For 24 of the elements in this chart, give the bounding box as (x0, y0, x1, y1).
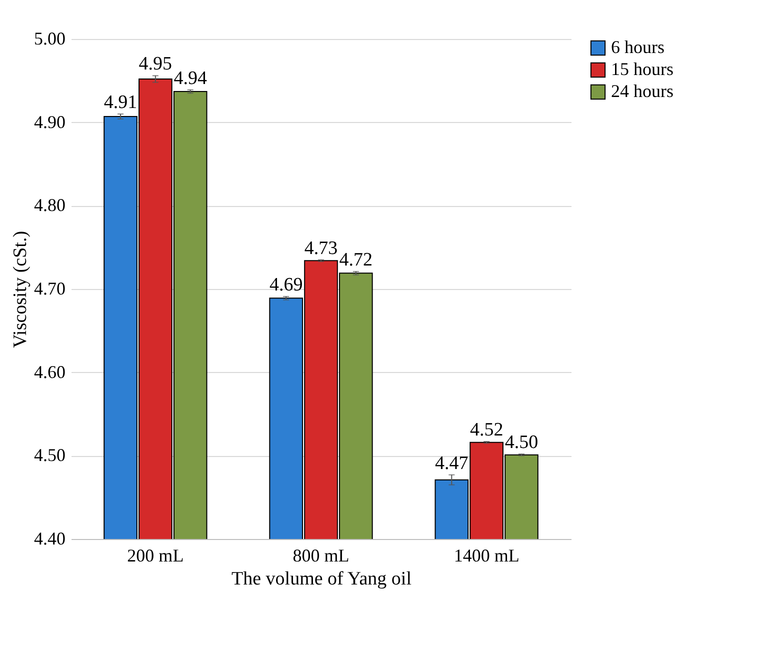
data-label: 4.50 (504, 432, 538, 453)
y-axis-title: Viscosity (cSt.) (10, 230, 31, 348)
y-tick-label: 4.40 (34, 528, 66, 548)
y-tick-label: 4.80 (34, 195, 66, 216)
y-tick-label: 4.90 (34, 112, 66, 132)
data-label: 4.69 (269, 274, 303, 296)
data-label: 4.91 (104, 92, 138, 113)
x-axis-title: The volume of Yang oil (232, 568, 412, 590)
y-tick-label: 4.60 (34, 362, 66, 382)
data-label: 4.94 (174, 68, 208, 89)
legend-label: 24 hours (611, 81, 674, 101)
data-label: 4.52 (470, 420, 504, 440)
y-tick-label: 5.00 (34, 28, 66, 48)
x-tick-label: 1400 mL (454, 546, 520, 566)
data-label: 4.73 (304, 238, 338, 259)
x-tick-label: 200 mL (127, 546, 184, 566)
data-label: 4.72 (339, 250, 373, 270)
y-tick-label: 4.50 (34, 445, 66, 466)
legend-label: 15 hours (611, 59, 674, 79)
legend-label: 6 hours (611, 37, 664, 57)
data-label: 4.95 (138, 54, 172, 75)
y-tick-label: 4.70 (34, 278, 66, 298)
x-tick-label: 800 mL (292, 546, 350, 566)
data-label: 4.47 (435, 452, 468, 474)
